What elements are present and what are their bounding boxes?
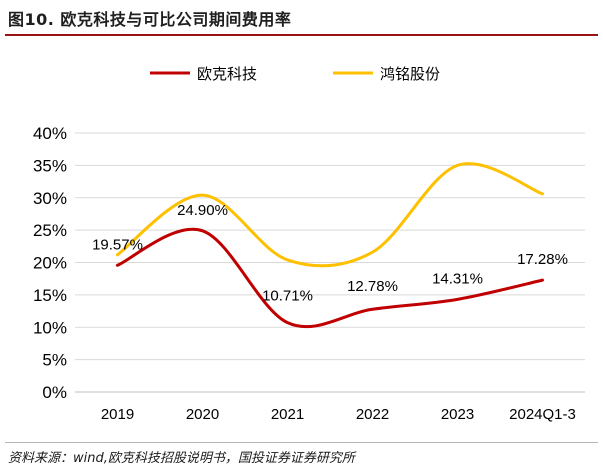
series-line-hongming [116, 162, 544, 268]
chart-title: 图10. 欧克科技与可比公司期间费用率 [8, 10, 292, 29]
y-tick-label: 30% [33, 189, 67, 208]
y-tick-label: 35% [33, 156, 67, 175]
y-tick-label: 25% [33, 221, 67, 240]
x-tick-label: 2021 [271, 406, 304, 423]
series-lines [116, 162, 544, 329]
line-chart: 0%5%10%15%20%25%30%35%40% 2019 2020 2021 20… [33, 65, 585, 423]
legend-label: 欧克科技 [197, 65, 257, 83]
y-tick-label: 20% [33, 254, 67, 273]
legend: 欧克科技 鸿铭股份 [150, 65, 440, 83]
data-label: 10.71% [262, 288, 313, 305]
data-label: 14.31% [432, 270, 483, 287]
gridlines [75, 132, 585, 393]
data-label: 17.28% [517, 251, 568, 268]
x-tick-label: 2020 [186, 406, 219, 423]
x-tick-label: 2019 [101, 406, 134, 423]
data-label: 19.57% [92, 236, 143, 253]
x-tick-label: 2023 [441, 406, 474, 423]
x-axis-ticks: 2019 2020 2021 2022 2023 2024Q1-3 [101, 406, 576, 423]
title-divider [5, 34, 598, 36]
data-label: 12.78% [347, 278, 398, 295]
y-tick-label: 5% [42, 351, 67, 370]
x-tick-label: 2022 [356, 406, 389, 423]
data-label: 24.90% [177, 202, 228, 219]
data-labels: 19.57% 24.90% 10.71% 12.78% 14.31% 17.28% [92, 202, 568, 305]
footer-divider [5, 442, 598, 443]
x-tick-label: 2024Q1-3 [509, 406, 576, 423]
y-tick-label: 0% [42, 383, 67, 402]
y-tick-label: 40% [33, 124, 67, 143]
series-line-okeke [116, 227, 544, 329]
y-tick-label: 10% [33, 318, 67, 337]
legend-label: 鸿铭股份 [380, 65, 440, 83]
source-note: 资料来源：wind,欧克科技招股说明书，国投证券证券研究所 [8, 451, 355, 466]
y-tick-label: 15% [33, 286, 67, 305]
y-axis-ticks: 0% 5% 10% 15% 20% 25% 30% 35% 40% [33, 124, 67, 402]
